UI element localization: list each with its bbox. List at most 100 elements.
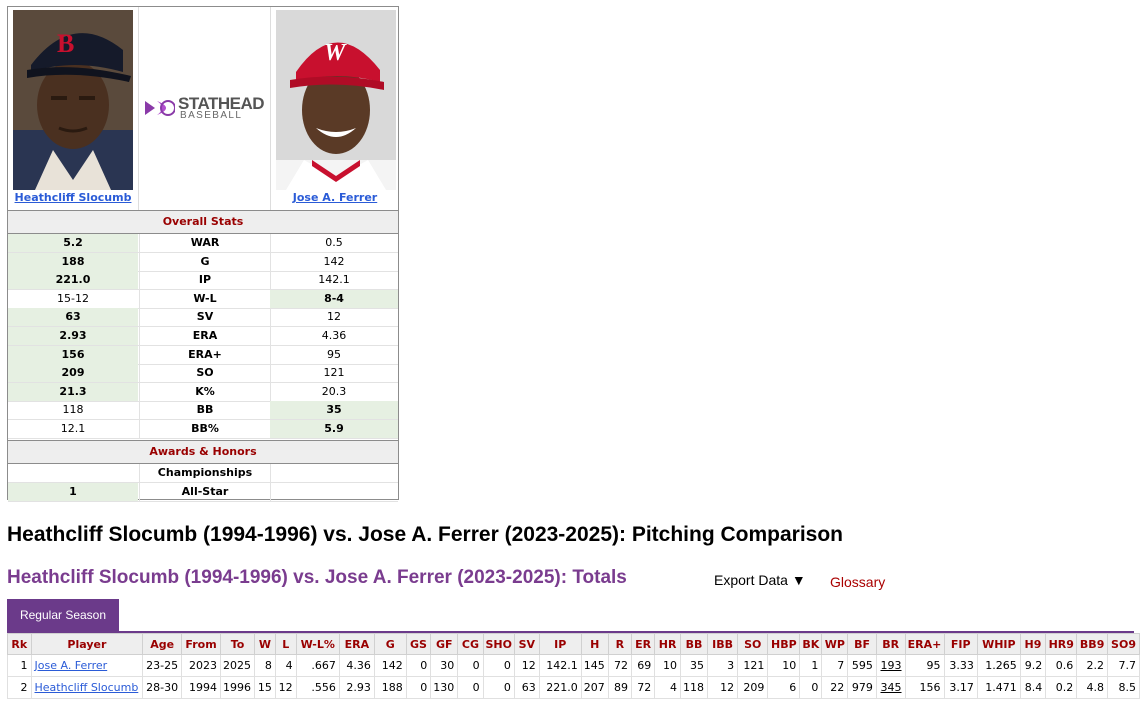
column-header[interactable]: G xyxy=(373,633,407,655)
overall-stat-row: 63 SV 12 xyxy=(8,308,398,328)
column-header[interactable]: BR xyxy=(875,633,906,655)
table-cell: 193 xyxy=(875,654,906,677)
table-cell: 72 xyxy=(630,676,656,699)
awards-header: Awards & Honors xyxy=(8,440,398,464)
column-header[interactable]: R xyxy=(607,633,633,655)
column-header[interactable]: Age xyxy=(142,633,183,655)
column-header[interactable]: ERA+ xyxy=(904,633,945,655)
table-cell: 23-25 xyxy=(142,654,183,677)
right-player-name-link[interactable]: Jose A. Ferrer xyxy=(292,191,378,204)
column-header[interactable]: WHIP xyxy=(976,633,1021,655)
table-cell: 12 xyxy=(706,676,739,699)
column-header[interactable]: GS xyxy=(405,633,432,655)
table-cell: 6 xyxy=(767,676,801,699)
column-header[interactable]: H xyxy=(580,633,609,655)
left-player-name-link[interactable]: Heathcliff Slocumb xyxy=(14,191,132,204)
table-cell: 3 xyxy=(706,654,739,677)
overall-stat-right-value: 20.3 xyxy=(321,384,347,398)
overall-stat-left-value: 63 xyxy=(8,308,138,327)
column-header[interactable]: H9 xyxy=(1019,633,1047,655)
column-header[interactable]: WP xyxy=(821,633,849,655)
column-header[interactable]: BF xyxy=(847,633,877,655)
table-cell: .667 xyxy=(295,654,340,677)
column-header[interactable]: GF xyxy=(430,633,459,655)
column-header[interactable]: SO9 xyxy=(1107,633,1140,655)
column-header[interactable]: W xyxy=(254,633,276,655)
column-header[interactable]: BB9 xyxy=(1076,633,1109,655)
table-cell: 35 xyxy=(679,654,708,677)
column-header[interactable]: HR9 xyxy=(1045,633,1078,655)
award-row: 1 All-Star xyxy=(8,482,398,502)
table-cell: 121 xyxy=(737,654,769,677)
column-header[interactable]: Player xyxy=(30,633,144,655)
column-header[interactable]: SV xyxy=(513,633,540,655)
column-header[interactable]: HR xyxy=(654,633,681,655)
column-header[interactable]: To xyxy=(220,633,256,655)
table-cell: 2023 xyxy=(181,654,222,677)
br-value[interactable]: 193 xyxy=(880,659,902,672)
overall-stat-right-value: 0.5 xyxy=(325,236,343,249)
player-cell: Jose A. Ferrer xyxy=(30,654,144,677)
column-header[interactable]: IP xyxy=(538,633,582,655)
overall-stat-label: ERA xyxy=(139,327,271,345)
column-header[interactable]: FIP xyxy=(943,633,978,655)
table-cell: 8.4 xyxy=(1019,676,1047,699)
award-label: All-Star xyxy=(139,482,271,501)
award-left-value: 1 xyxy=(8,482,138,501)
column-header[interactable]: BB xyxy=(679,633,708,655)
player-link[interactable]: Jose A. Ferrer xyxy=(34,659,108,672)
table-cell: 30 xyxy=(430,654,459,677)
table-cell: 89 xyxy=(607,676,633,699)
column-header[interactable]: BK xyxy=(799,633,823,655)
table-cell: 12 xyxy=(274,676,297,699)
column-header[interactable]: IBB xyxy=(706,633,739,655)
table-cell: 7.7 xyxy=(1107,654,1140,677)
column-header[interactable]: HBP xyxy=(767,633,801,655)
table-cell: 3.33 xyxy=(943,654,978,677)
overall-stat-left-value: 118 xyxy=(62,403,84,417)
column-header[interactable]: SO xyxy=(737,633,769,655)
table-cell: 10 xyxy=(654,654,681,677)
overall-stat-row: 118 BB 35 xyxy=(8,401,398,421)
overall-stat-label: K% xyxy=(139,382,271,401)
table-row: 2 Heathcliff Slocumb 28-30 1994 1996 15 12.556… xyxy=(7,676,1140,699)
br-value[interactable]: 345 xyxy=(880,681,902,694)
table-body: 1 Jose A. Ferrer 23-25 2023 2025 8 4.667 4.36 14… xyxy=(7,654,1140,699)
column-header[interactable]: CG xyxy=(457,633,484,655)
table-cell: 142.1 xyxy=(538,654,582,677)
overall-stat-label: W-L xyxy=(139,289,271,308)
table-cell: 1.265 xyxy=(976,654,1021,677)
table-cell: 9.2 xyxy=(1019,654,1047,677)
table-cell: 345 xyxy=(875,676,906,699)
logo-cell: STATHEAD BASEBALL xyxy=(139,7,269,210)
table-cell: 595 xyxy=(847,654,877,677)
award-right-value xyxy=(270,483,398,501)
totals-table: Rk Player Age From To W L W-L% ERA G GS GF CG SHO SV IP… xyxy=(7,633,1140,699)
table-cell: 0 xyxy=(799,676,823,699)
player-link[interactable]: Heathcliff Slocumb xyxy=(34,681,139,694)
overall-stat-row: 5.2 WAR 0.5 xyxy=(8,234,398,253)
glossary-link[interactable]: Glossary xyxy=(830,574,886,590)
overall-stat-right-value: 5.9 xyxy=(270,420,398,438)
column-header[interactable]: Rk xyxy=(7,633,32,655)
table-cell: 221.0 xyxy=(538,676,582,699)
column-header[interactable]: L xyxy=(274,633,297,655)
table-cell: 1 xyxy=(7,654,32,677)
column-header[interactable]: SHO xyxy=(482,633,515,655)
table-cell: 4 xyxy=(654,676,681,699)
column-header[interactable]: ERA xyxy=(338,633,375,655)
table-cell: 28-30 xyxy=(142,676,183,699)
stathead-logo[interactable]: STATHEAD BASEBALL xyxy=(144,93,266,123)
left-player-photo: B xyxy=(13,10,133,190)
table-cell: 145 xyxy=(580,654,609,677)
overall-stat-label: WAR xyxy=(139,234,271,252)
column-header[interactable]: W-L% xyxy=(295,633,340,655)
tab-regular-season[interactable]: Regular Season xyxy=(7,599,119,631)
table-cell: 7 xyxy=(821,654,849,677)
export-data-menu[interactable]: Export Data ▼ xyxy=(714,572,806,588)
overall-stat-label: ERA+ xyxy=(139,345,271,364)
table-row: 1 Jose A. Ferrer 23-25 2023 2025 8 4.667 4.36 14… xyxy=(7,654,1140,677)
column-header[interactable]: ER xyxy=(630,633,656,655)
column-header[interactable]: From xyxy=(181,633,222,655)
totals-heading: Heathcliff Slocumb (1994-1996) vs. Jose … xyxy=(7,567,627,588)
